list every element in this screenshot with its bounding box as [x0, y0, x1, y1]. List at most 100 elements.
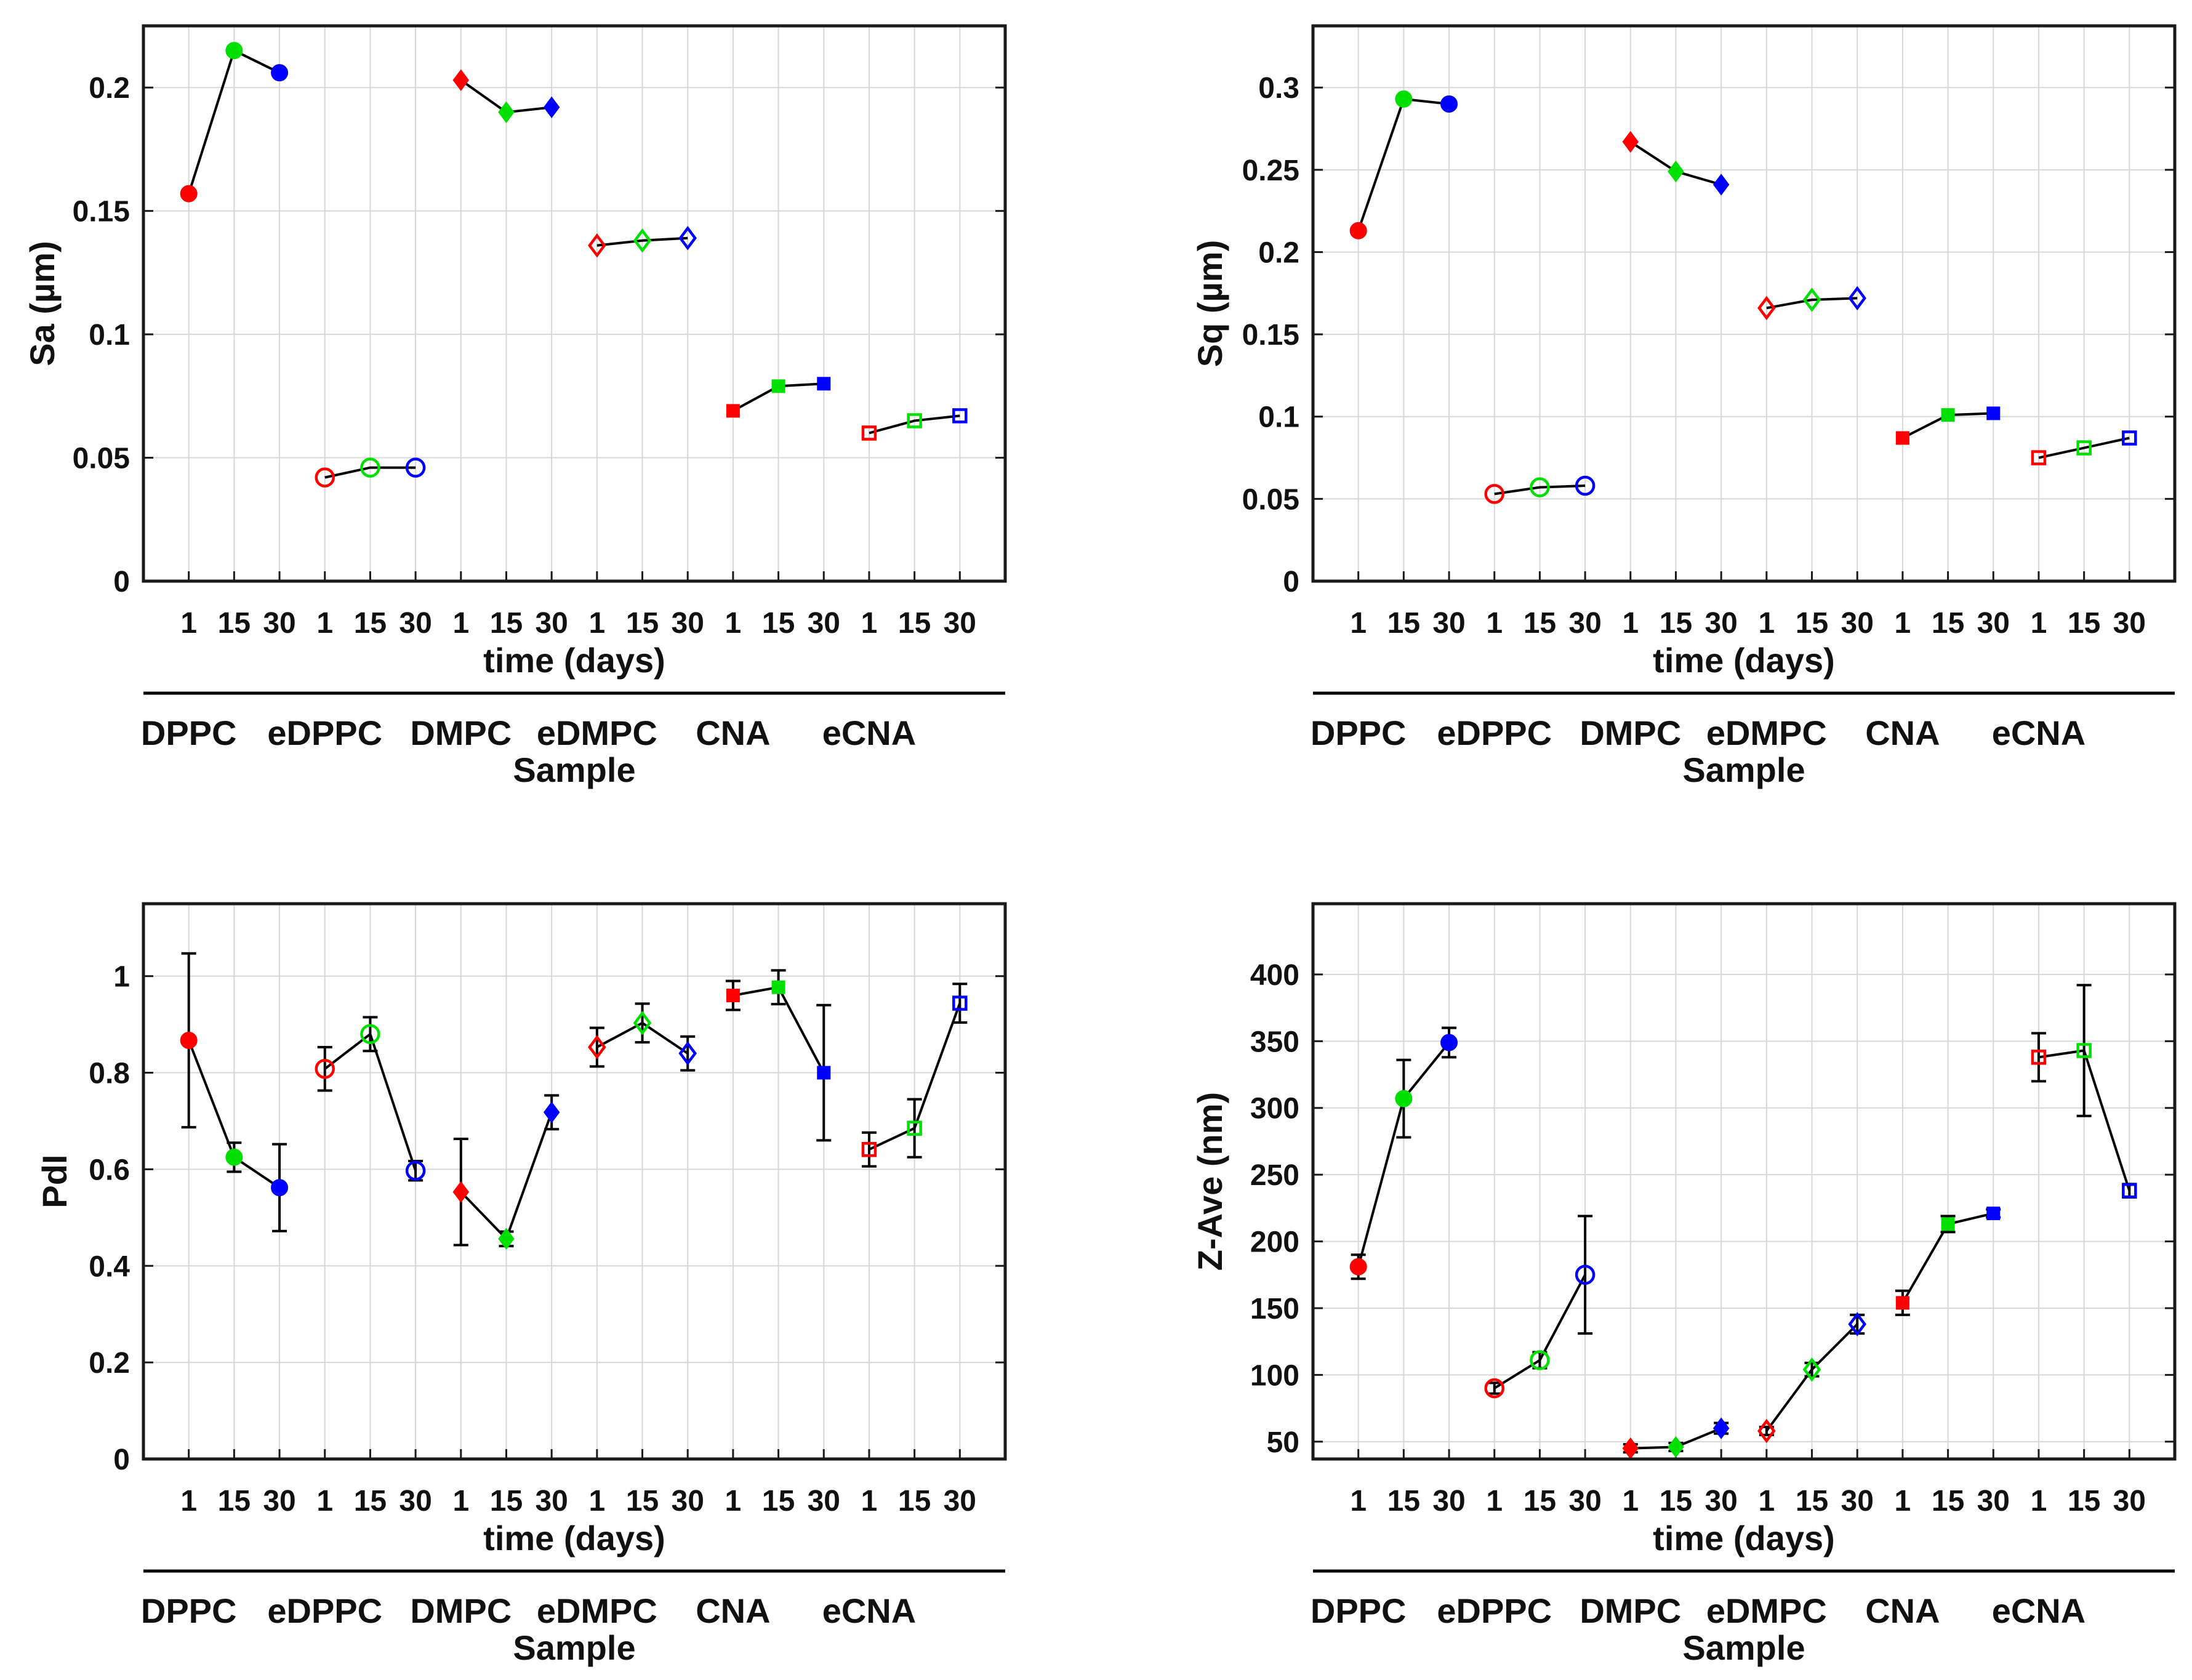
x-tick-label: 30	[2113, 607, 2146, 640]
panel-zave-group-title: Sample	[1682, 1628, 1805, 1667]
panel-pdi-markers	[180, 980, 968, 1250]
data-point-cna-day15	[1941, 1217, 1955, 1231]
panel-zave-x-tick-labels: 1 15 30 1 15 30 1 15 30 1 15 30 1 15 30 1 15 30	[1350, 1485, 2146, 1517]
series-line-edppc	[324, 466, 416, 479]
group-label-ecna: eCNA	[822, 1591, 916, 1630]
x-tick-label: 30	[535, 1485, 568, 1517]
data-point-edmpc-day1	[588, 233, 606, 258]
x-tick-label: 30	[808, 607, 840, 640]
data-point-dppc-day15	[1395, 90, 1413, 108]
data-point-edmpc-day15	[1802, 1357, 1821, 1382]
x-tick-label: 30	[1977, 607, 2010, 640]
group-label-dppc: DPPC	[1311, 1591, 1407, 1630]
y-tick-label: 0.25	[1242, 155, 1299, 187]
x-tick-label: 15	[1796, 607, 1828, 640]
y-tick-label: 0.15	[73, 196, 130, 228]
group-label-edppc: eDPPC	[1437, 713, 1552, 752]
data-point-edppc-day15	[360, 1024, 380, 1045]
data-point-dmpc-day30	[543, 96, 560, 118]
panel-zave-group-labels: DPPC eDPPC DMPC eDMPC CNA eCNA	[1311, 1591, 2086, 1630]
x-tick-label: 15	[1387, 1485, 1420, 1517]
x-tick-label: 15	[218, 1485, 251, 1517]
x-tick-label: 15	[1932, 607, 1964, 640]
data-point-dppc-day1	[1349, 1258, 1367, 1276]
data-point-cna-day30	[1986, 406, 2001, 420]
x-tick-label: 15	[1660, 1485, 1692, 1517]
x-tick-label: 1	[1350, 1485, 1367, 1517]
panel-pdi-group-labels: DPPC eDPPC DMPC eDMPC CNA eCNA	[141, 1591, 916, 1630]
x-tick-label: 30	[1704, 607, 1737, 640]
x-tick-label: 1	[452, 607, 469, 640]
x-tick-label: 15	[1660, 607, 1692, 640]
y-tick-label: 0.05	[1242, 483, 1299, 516]
group-label-cna: CNA	[696, 1591, 770, 1630]
y-tick-label: 1	[113, 961, 130, 994]
x-tick-label: 15	[490, 1485, 523, 1517]
group-label-dmpc: DMPC	[1580, 1591, 1681, 1630]
panel-sq-group-title: Sample	[1682, 750, 1805, 789]
data-point-edppc-day30	[405, 457, 426, 478]
data-point-edppc-day15	[1530, 1350, 1550, 1370]
group-label-edmpc: eDMPC	[1706, 1591, 1827, 1630]
x-tick-label: 1	[180, 607, 197, 640]
y-tick-label: 0.05	[73, 443, 130, 475]
x-tick-label: 30	[1841, 1485, 1874, 1517]
x-tick-label: 15	[1524, 607, 1556, 640]
data-point-edppc-day1	[315, 467, 335, 488]
x-tick-label: 15	[1387, 607, 1420, 640]
group-label-edmpc: eDMPC	[537, 1591, 657, 1630]
x-tick-label: 30	[1568, 607, 1601, 640]
panel-sa: 0 0.05 0.1 0.15 0.2 1 15 30 1 15 30 1 15 30 1 15 30 1 15 3…	[23, 24, 1007, 789]
data-point-edppc-day1	[315, 1058, 335, 1079]
panel-zave-frame	[1311, 902, 2177, 1461]
x-tick-label: 1	[316, 607, 333, 640]
group-label-dppc: DPPC	[1311, 713, 1407, 752]
panel-sq-group-labels: DPPC eDPPC DMPC eDMPC CNA eCNA	[1311, 713, 2086, 752]
x-tick-label: 30	[399, 1485, 432, 1517]
data-point-dppc-day15	[225, 42, 243, 60]
panel-pdi-frame	[142, 902, 1007, 1461]
panel-sq-frame	[1311, 24, 2177, 583]
group-label-edmpc: eDMPC	[1706, 713, 1827, 752]
data-point-edmpc-day30	[678, 1041, 697, 1066]
x-tick-label: 1	[1350, 607, 1367, 640]
y-tick-label: 0.4	[89, 1250, 130, 1283]
y-tick-label: 0	[1283, 566, 1299, 598]
data-point-edppc-day1	[1484, 484, 1504, 504]
panel-sq: 00.050.10.150.20.250.3 1 15 30 1 15 30 1 15 30 1 1…	[1190, 24, 2177, 789]
data-point-edmpc-day15	[633, 228, 652, 253]
y-tick-label: 300	[1250, 1093, 1299, 1125]
x-tick-label: 30	[1568, 1485, 1601, 1517]
x-tick-label: 15	[218, 607, 251, 640]
group-label-edppc: eDPPC	[1437, 1591, 1552, 1630]
y-tick-label: 0.2	[89, 72, 130, 105]
series-line-edmpc	[1766, 297, 1858, 310]
data-point-dmpc-day30	[543, 1101, 560, 1123]
data-point-dppc-day30	[1440, 95, 1458, 113]
panel-pdi: 0 0.2 0.4 0.6 0.8 1 1 15 30 1 15 30 1 15 30 1 15 30 1 15 30…	[35, 902, 1007, 1667]
x-tick-label: 30	[672, 1485, 704, 1517]
data-point-dppc-day30	[271, 64, 289, 82]
panel-pdi-error-bars	[181, 952, 968, 1248]
x-tick-label: 30	[672, 607, 704, 640]
group-label-cna: CNA	[1865, 1591, 1940, 1630]
group-label-ecna: eCNA	[822, 713, 916, 752]
x-tick-label: 15	[354, 1485, 387, 1517]
series-line-edmpc	[596, 236, 688, 247]
x-tick-label: 30	[2113, 1485, 2146, 1517]
data-point-cna-day1	[1895, 431, 1909, 445]
panel-sa-markers	[180, 42, 968, 488]
data-point-ecna-day1	[861, 425, 877, 441]
data-point-cna-day15	[771, 379, 785, 393]
panel-zave-markers	[1349, 1034, 2137, 1460]
data-point-ecna-day30	[952, 995, 968, 1011]
x-tick-label: 1	[180, 1485, 197, 1517]
group-label-dppc: DPPC	[141, 713, 237, 752]
data-point-edppc-day1	[1484, 1378, 1504, 1399]
x-tick-label: 30	[1704, 1485, 1737, 1517]
data-point-dppc-day15	[1395, 1090, 1413, 1107]
data-point-cna-day30	[1986, 1207, 2001, 1221]
x-tick-label: 1	[725, 607, 742, 640]
series-line-edppc	[1494, 484, 1586, 496]
